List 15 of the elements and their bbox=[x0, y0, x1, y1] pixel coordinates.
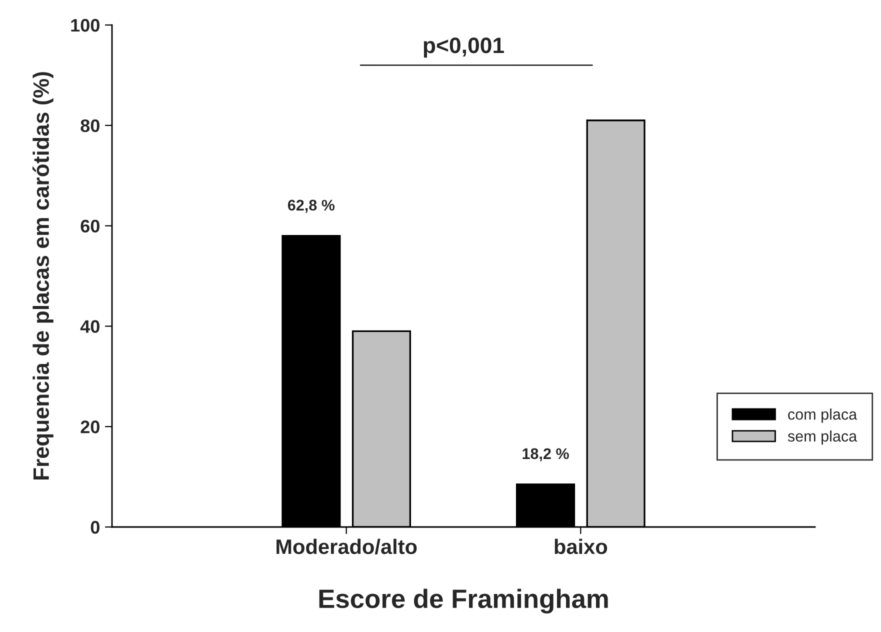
y-tick-label: 100 bbox=[71, 18, 100, 32]
x-tick-label: baixo bbox=[554, 538, 608, 554]
legend-label: sem placa bbox=[788, 430, 858, 445]
y-tick-label: 40 bbox=[80, 320, 100, 333]
annotation: 62,8 % bbox=[288, 200, 335, 213]
y-tick-label: 60 bbox=[80, 220, 100, 233]
y-axis-title: Frequencia de placas em carótidas (%) bbox=[32, 72, 54, 480]
legend-label: com placa bbox=[788, 408, 858, 423]
y-tick-label: 20 bbox=[80, 420, 100, 434]
x-axis-title: Escore de Framingham bbox=[319, 588, 608, 614]
annotation: p<0,001 bbox=[424, 38, 504, 58]
y-tick-label: 80 bbox=[80, 119, 100, 132]
x-tick-label: Moderado/alto bbox=[276, 538, 417, 554]
y-tick-label: 0 bbox=[90, 520, 100, 534]
annotation: 18,2 % bbox=[522, 448, 569, 462]
